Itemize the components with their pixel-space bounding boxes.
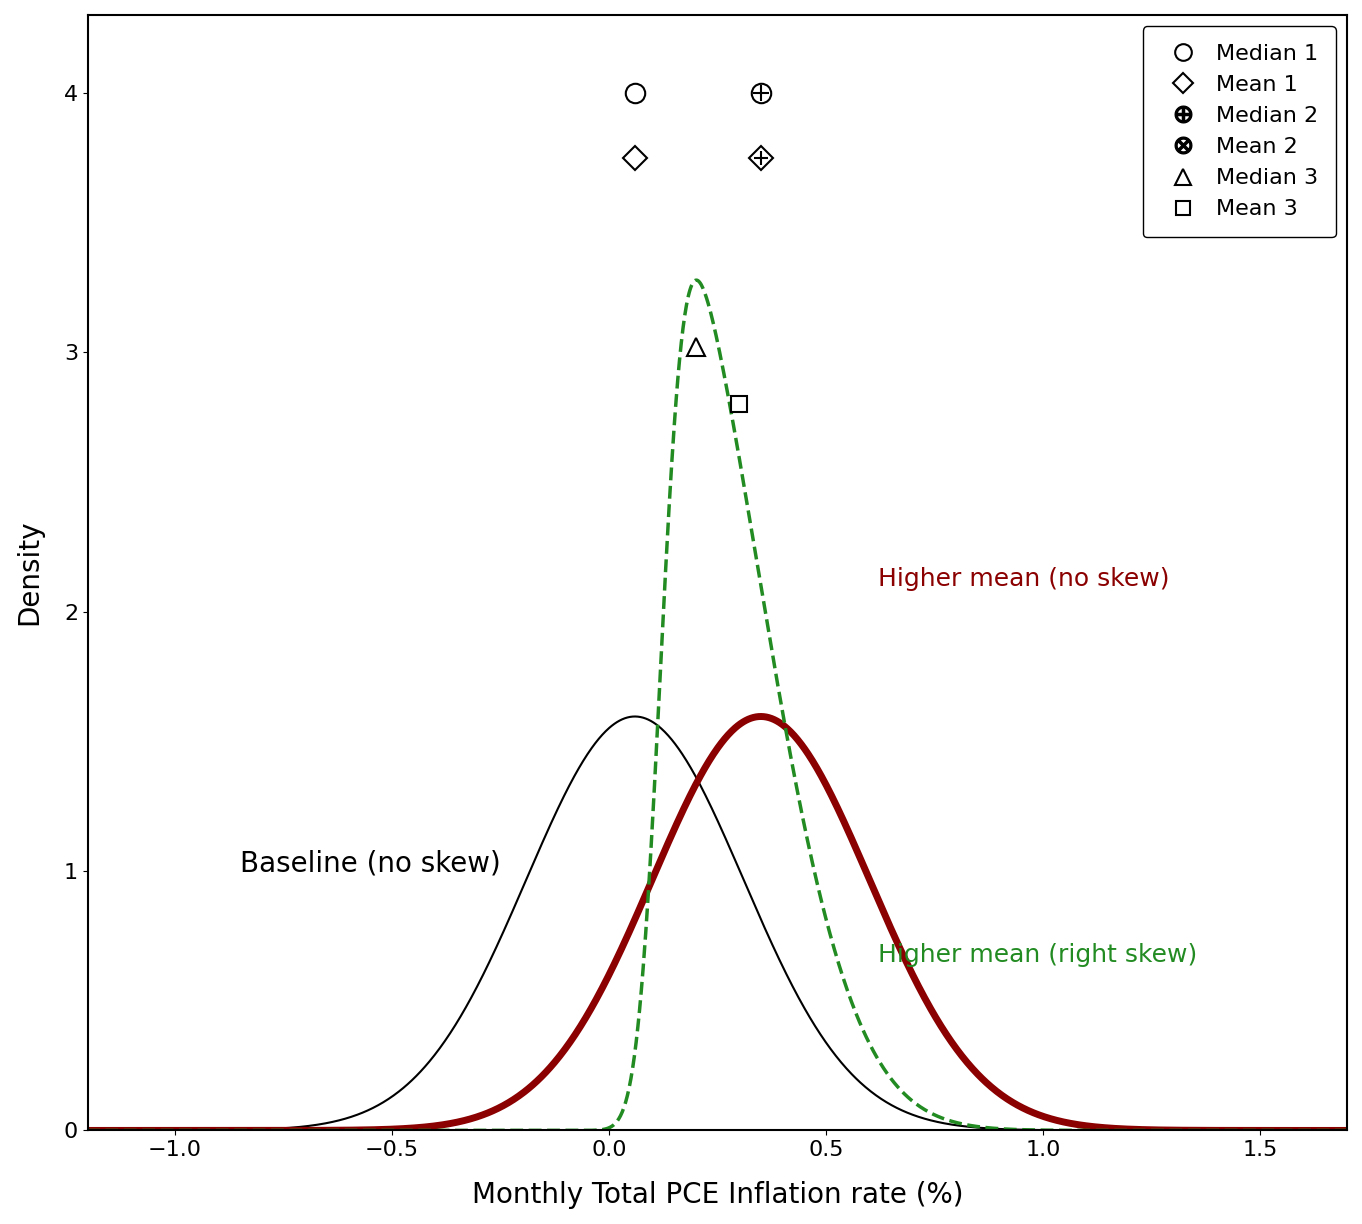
Text: Higher mean (right skew): Higher mean (right skew) xyxy=(878,942,1197,967)
X-axis label: Monthly Total PCE Inflation rate (%): Monthly Total PCE Inflation rate (%) xyxy=(471,1181,963,1209)
Text: Baseline (no skew): Baseline (no skew) xyxy=(240,849,500,878)
Legend: Median 1, Mean 1, Median 2, Mean 2, Median 3, Mean 3: Median 1, Mean 1, Median 2, Mean 2, Medi… xyxy=(1143,26,1336,237)
Y-axis label: Density: Density xyxy=(15,520,44,625)
Text: Higher mean (no skew): Higher mean (no skew) xyxy=(878,567,1170,591)
